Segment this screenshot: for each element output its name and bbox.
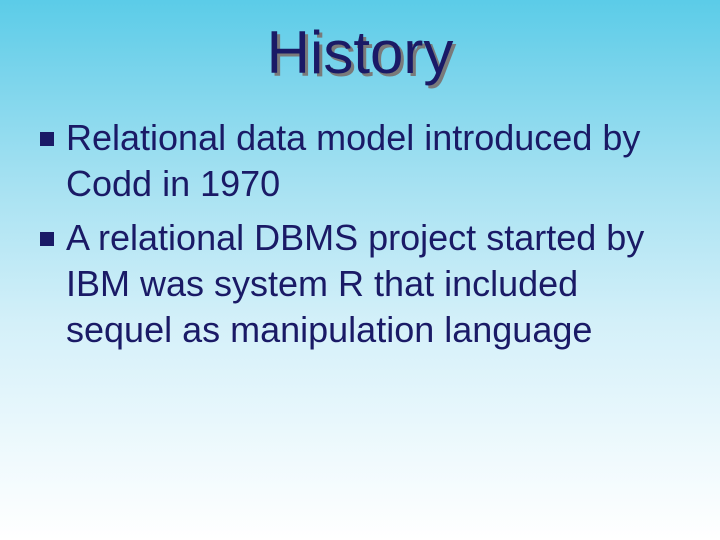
bullet-text: Relational data model introduced by Codd… <box>66 115 690 207</box>
square-bullet-icon <box>40 232 54 246</box>
square-bullet-icon <box>40 132 54 146</box>
slide-content: Relational data model introduced by Codd… <box>0 87 720 353</box>
slide: History History Relational data model in… <box>0 0 720 540</box>
bullet-item: A relational DBMS project started by IBM… <box>40 215 690 353</box>
title-text: History <box>267 19 454 86</box>
bullet-item: Relational data model introduced by Codd… <box>40 115 690 207</box>
slide-title: History History <box>0 0 720 87</box>
bullet-text: A relational DBMS project started by IBM… <box>66 215 690 353</box>
